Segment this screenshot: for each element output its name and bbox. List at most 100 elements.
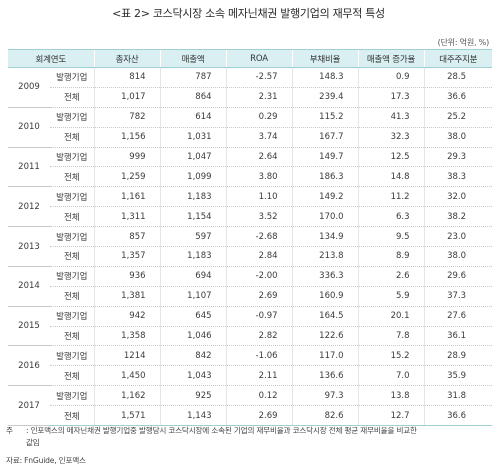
table-row: 2010 발행기업 782 614 0.29 115.2 41.3 25.2 bbox=[8, 107, 493, 148]
cell-debt-ratio: 336.3 bbox=[291, 266, 359, 287]
header-roa: ROA bbox=[225, 49, 293, 68]
cell-debt-ratio: 122.6 bbox=[291, 326, 359, 347]
cell-sales: 787 bbox=[159, 67, 227, 88]
cell-sales-growth: 0.9 bbox=[357, 67, 425, 88]
cell-debt-ratio: 186.3 bbox=[291, 166, 359, 188]
header-fiscal-year: 회계연도 bbox=[8, 49, 95, 68]
cell-sales-growth: 17.3 bbox=[357, 87, 425, 108]
financial-table: 회계연도 총자산 매출액 ROA 부채비율 매출액 증가율 대주주지분 2009… bbox=[8, 49, 493, 427]
cell-major-shareholder: 31.8 bbox=[423, 385, 493, 407]
cell-sales-growth: 41.3 bbox=[357, 107, 425, 128]
cell-year: 2012 bbox=[8, 186, 50, 228]
cell-sales: 925 bbox=[159, 385, 227, 407]
cell-total-assets: 1,311 bbox=[93, 206, 161, 228]
cell-roa: 3.80 bbox=[225, 166, 293, 188]
cell-year: 2009 bbox=[8, 67, 50, 108]
cell-major-shareholder: 29.6 bbox=[423, 266, 493, 287]
cell-sales-growth: 7.0 bbox=[357, 365, 425, 387]
cell-total-assets: 1,357 bbox=[93, 246, 161, 267]
cell-category: 발행기업 bbox=[50, 107, 95, 128]
header-major-shareholder: 대주주지분 bbox=[423, 49, 493, 68]
cell-roa: -2.57 bbox=[225, 67, 293, 88]
cell-sales: 1,183 bbox=[159, 246, 227, 267]
cell-debt-ratio: 97.3 bbox=[291, 385, 359, 407]
cell-total-assets: 1,450 bbox=[93, 365, 161, 387]
cell-debt-ratio: 149.2 bbox=[291, 186, 359, 208]
table-row: 전체 1,156 1,031 3.74 167.7 32.3 38.0 bbox=[8, 127, 493, 148]
cell-major-shareholder: 25.2 bbox=[423, 107, 493, 128]
cell-roa: -2.68 bbox=[225, 226, 293, 248]
cell-sales: 614 bbox=[159, 107, 227, 128]
cell-sales: 1,107 bbox=[159, 286, 227, 307]
cell-year: 2017 bbox=[8, 385, 50, 427]
table-row: 2014 발행기업 936 694 -2.00 336.3 2.6 29.6 bbox=[8, 266, 493, 307]
cell-roa: 2.64 bbox=[225, 147, 293, 168]
cell-sales-growth: 20.1 bbox=[357, 306, 425, 327]
header-total-assets: 총자산 bbox=[93, 49, 161, 68]
cell-sales-growth: 7.8 bbox=[357, 326, 425, 347]
cell-total-assets: 936 bbox=[93, 266, 161, 287]
cell-roa: 2.69 bbox=[225, 286, 293, 307]
cell-sales-growth: 13.8 bbox=[357, 385, 425, 407]
cell-debt-ratio: 164.5 bbox=[291, 306, 359, 327]
table-row: 전체 1,311 1,154 3.52 170.0 6.3 38.2 bbox=[8, 206, 493, 228]
cell-major-shareholder: 28.9 bbox=[423, 345, 493, 367]
cell-category: 전체 bbox=[50, 286, 95, 307]
cell-debt-ratio: 170.0 bbox=[291, 206, 359, 228]
table-row: 2009 발행기업 814 787 -2.57 148.3 0.9 28.5 bbox=[8, 67, 493, 108]
cell-category: 전체 bbox=[50, 87, 95, 108]
cell-total-assets: 942 bbox=[93, 306, 161, 327]
cell-category: 전체 bbox=[50, 365, 95, 387]
footnote-text-continued: 값임 bbox=[26, 437, 40, 447]
cell-category: 발행기업 bbox=[50, 186, 95, 208]
cell-category: 발행기업 bbox=[50, 385, 95, 407]
cell-roa: 3.52 bbox=[225, 206, 293, 228]
cell-sales-growth: 32.3 bbox=[357, 127, 425, 148]
cell-sales: 1,154 bbox=[159, 206, 227, 228]
cell-major-shareholder: 36.1 bbox=[423, 326, 493, 347]
cell-debt-ratio: 149.7 bbox=[291, 147, 359, 168]
cell-year: 2010 bbox=[8, 107, 50, 148]
cell-major-shareholder: 27.6 bbox=[423, 306, 493, 327]
cell-sales: 645 bbox=[159, 306, 227, 327]
cell-major-shareholder: 36.6 bbox=[423, 87, 493, 108]
cell-category: 전체 bbox=[50, 326, 95, 347]
cell-category: 전체 bbox=[50, 127, 95, 148]
cell-sales-growth: 15.2 bbox=[357, 345, 425, 367]
cell-total-assets: 1,156 bbox=[93, 127, 161, 148]
table-row: 전체 1,571 1,143 2.69 82.6 12.7 36.6 bbox=[8, 405, 493, 427]
table-row: 전체 1,450 1,043 2.11 136.6 7.0 35.9 bbox=[8, 365, 493, 387]
cell-debt-ratio: 82.6 bbox=[291, 405, 359, 427]
cell-sales: 694 bbox=[159, 266, 227, 287]
cell-category: 발행기업 bbox=[50, 226, 95, 248]
header-debt-ratio: 부채비율 bbox=[291, 49, 359, 68]
cell-roa: -1.06 bbox=[225, 345, 293, 367]
table-row: 2015 발행기업 942 645 -0.97 164.5 20.1 27.6 bbox=[8, 306, 493, 347]
header-sales-growth: 매출액 증가율 bbox=[357, 49, 425, 68]
cell-major-shareholder: 32.0 bbox=[423, 186, 493, 208]
cell-sales-growth: 8.9 bbox=[357, 246, 425, 267]
table-row: 전체 1,357 1,183 2.84 213.8 8.9 38.0 bbox=[8, 246, 493, 267]
cell-sales-growth: 6.3 bbox=[357, 206, 425, 228]
cell-roa: 2.82 bbox=[225, 326, 293, 347]
cell-debt-ratio: 117.0 bbox=[291, 345, 359, 367]
cell-category: 전체 bbox=[50, 206, 95, 228]
cell-total-assets: 1,381 bbox=[93, 286, 161, 307]
footnote-label: 주 bbox=[6, 426, 13, 435]
cell-debt-ratio: 115.2 bbox=[291, 107, 359, 128]
table-row: 2016 발행기업 1214 842 -1.06 117.0 15.2 28.9 bbox=[8, 345, 493, 387]
cell-sales: 864 bbox=[159, 87, 227, 108]
cell-year: 2011 bbox=[8, 147, 50, 188]
cell-total-assets: 1,571 bbox=[93, 405, 161, 427]
header-sales: 매출액 bbox=[159, 49, 227, 68]
cell-total-assets: 1214 bbox=[93, 345, 161, 367]
cell-major-shareholder: 29.3 bbox=[423, 147, 493, 168]
cell-sales-growth: 12.7 bbox=[357, 405, 425, 427]
cell-sales-growth: 14.8 bbox=[357, 166, 425, 188]
cell-debt-ratio: 213.8 bbox=[291, 246, 359, 267]
cell-roa: 0.29 bbox=[225, 107, 293, 128]
cell-roa: 2.31 bbox=[225, 87, 293, 108]
cell-roa: 2.11 bbox=[225, 365, 293, 387]
cell-major-shareholder: 37.3 bbox=[423, 286, 493, 307]
unit-label: (단위: 억원, %) bbox=[437, 38, 490, 47]
